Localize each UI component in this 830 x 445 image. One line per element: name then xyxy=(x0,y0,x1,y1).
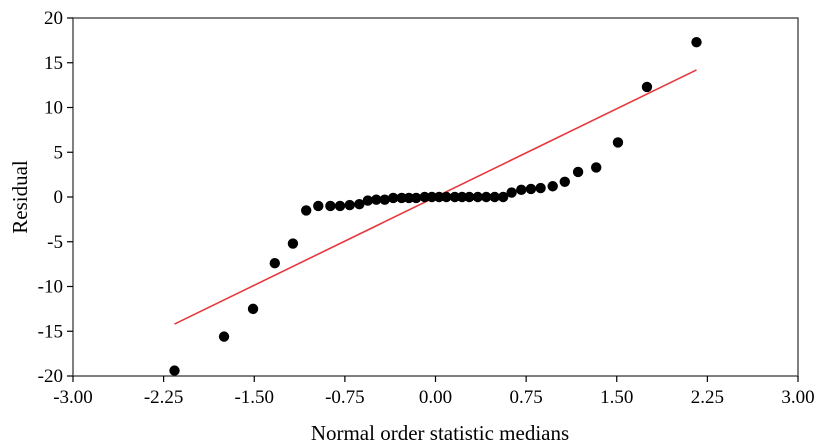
data-point xyxy=(535,182,546,194)
data-point xyxy=(410,192,422,204)
data-point xyxy=(591,162,602,173)
data-point xyxy=(572,166,584,178)
data-point xyxy=(547,181,558,192)
y-tick-label: 10 xyxy=(44,98,63,119)
data-point xyxy=(612,137,624,148)
data-point xyxy=(334,200,346,212)
y-tick-label: -5 xyxy=(47,232,63,253)
data-point xyxy=(169,365,180,376)
data-point xyxy=(516,184,527,196)
data-point xyxy=(525,183,537,195)
x-axis-ticks: -3.00 -2.25 -1.50 -0.75 0.00 0.75 1.50 2.25 3.00 xyxy=(53,376,815,408)
data-point xyxy=(559,176,570,187)
x-tick-label: 3.00 xyxy=(781,387,814,408)
data-point xyxy=(403,192,415,204)
y-axis-ticks: -20 -15 -10 -5 0 5 10 15 20 xyxy=(38,8,73,387)
data-point xyxy=(433,191,445,203)
y-tick-label: -15 xyxy=(38,321,63,342)
data-point xyxy=(419,191,430,203)
data-point xyxy=(641,81,653,93)
x-axis-title: Normal order statistic medians xyxy=(311,421,569,445)
data-point xyxy=(313,200,324,212)
x-tick-label: 2.25 xyxy=(691,387,724,408)
y-tick-label: -10 xyxy=(38,277,63,298)
y-axis-title: Residual xyxy=(8,160,32,234)
y-tick-label: 20 xyxy=(44,8,63,29)
data-point xyxy=(269,258,280,269)
data-point xyxy=(354,198,365,210)
y-tick-label: 5 xyxy=(54,142,64,163)
data-point xyxy=(472,191,483,203)
x-tick-label: 1.50 xyxy=(600,387,633,408)
x-tick-label: -1.50 xyxy=(234,387,274,408)
data-point xyxy=(362,195,374,206)
data-point xyxy=(497,191,509,203)
data-point xyxy=(344,199,355,211)
data-point xyxy=(489,191,500,203)
data-points xyxy=(169,36,702,376)
data-point xyxy=(325,200,336,212)
data-point xyxy=(456,191,468,203)
data-point xyxy=(449,191,461,203)
data-point xyxy=(481,191,492,203)
x-tick-label: -2.25 xyxy=(144,387,184,408)
x-tick-label: -0.75 xyxy=(325,387,365,408)
data-point xyxy=(464,191,475,203)
data-point xyxy=(691,36,702,48)
data-point xyxy=(218,331,230,342)
data-point xyxy=(287,238,299,249)
x-tick-label: 0.75 xyxy=(510,387,543,408)
data-point xyxy=(506,187,517,198)
y-tick-label: 0 xyxy=(54,187,64,208)
data-point xyxy=(371,194,382,205)
data-point xyxy=(247,303,259,315)
y-tick-label: -20 xyxy=(38,366,63,387)
x-tick-label: -3.00 xyxy=(53,387,93,408)
x-tick-label: 0.00 xyxy=(419,387,452,408)
data-point xyxy=(441,191,452,203)
data-point xyxy=(426,191,438,203)
data-point xyxy=(379,194,390,205)
data-point xyxy=(396,192,407,204)
y-tick-label: 15 xyxy=(44,53,63,74)
data-point xyxy=(388,192,399,204)
data-point xyxy=(301,205,312,216)
